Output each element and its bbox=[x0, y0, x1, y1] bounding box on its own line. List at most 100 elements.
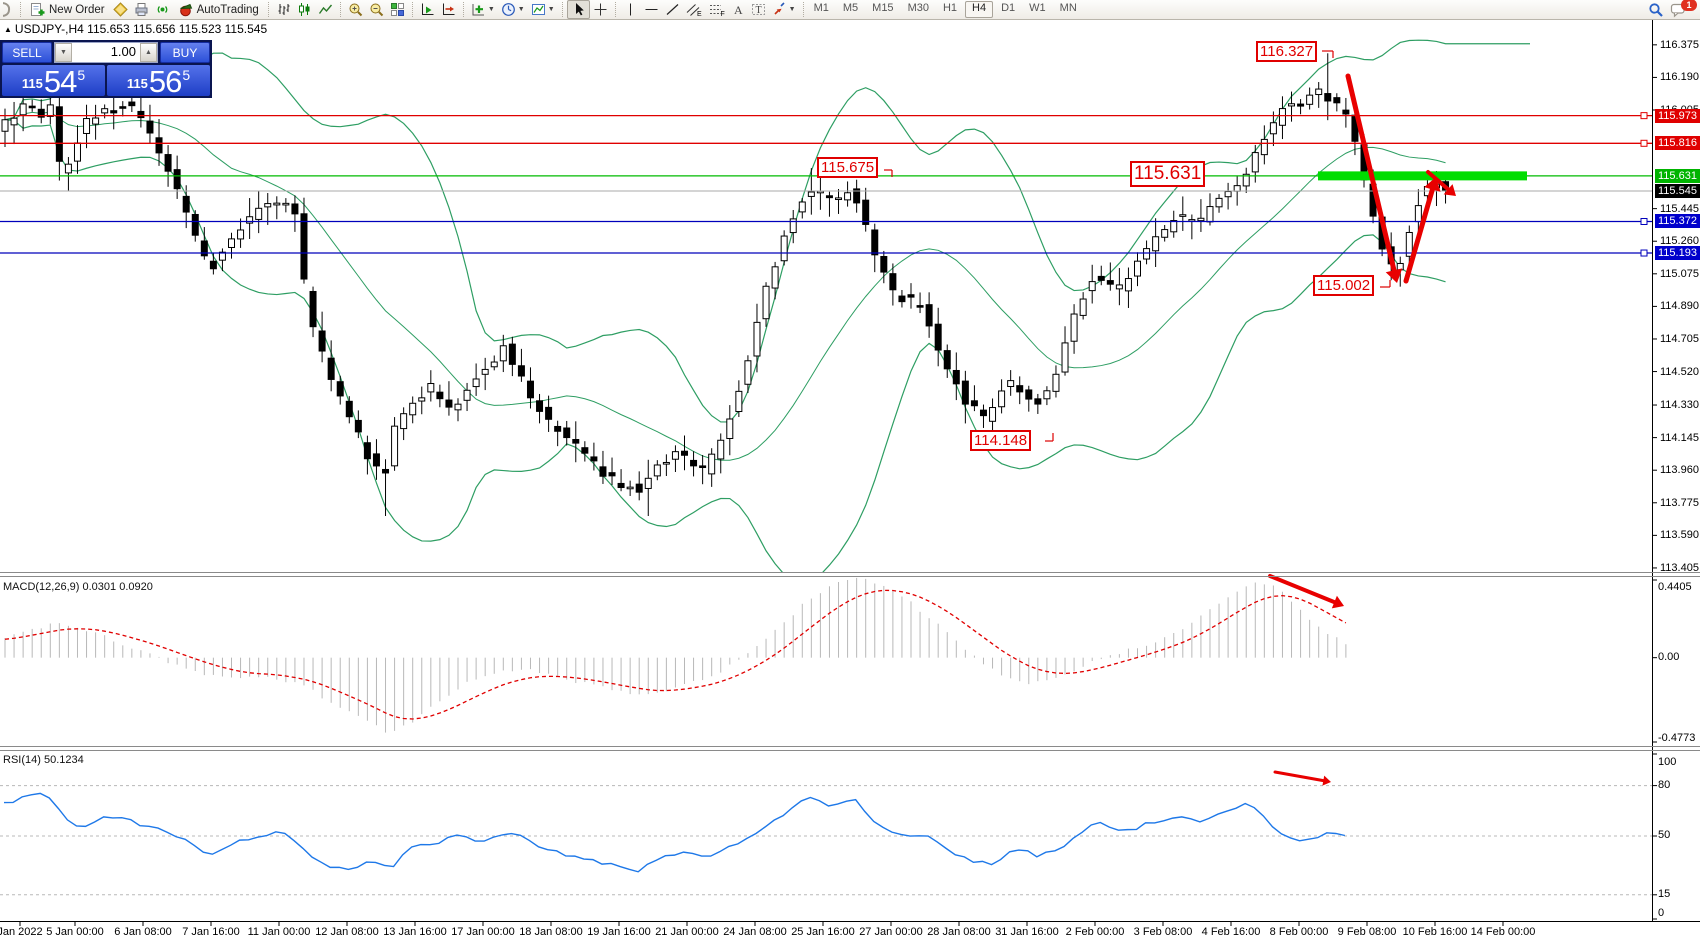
price-badge-115.631: 115.631 bbox=[1655, 168, 1700, 183]
signal-icon[interactable] bbox=[152, 1, 173, 18]
zoom-in-icon[interactable] bbox=[345, 1, 366, 18]
price-axis-tick: 115.445 bbox=[1660, 202, 1699, 215]
sell-price-button[interactable]: 115 54 5 bbox=[2, 65, 105, 97]
time-axis-label: 11 Jan 00:00 bbox=[247, 926, 311, 938]
price-axis-tick: 113.960 bbox=[1660, 464, 1699, 477]
time-axis-label: 14 Feb 00:00 bbox=[1470, 926, 1536, 938]
price-axis-tick: 115.075 bbox=[1660, 267, 1699, 280]
price-callout-116.327[interactable]: 116.327 bbox=[1256, 41, 1318, 63]
volume-decrease-button[interactable]: ▼ bbox=[55, 43, 72, 62]
equidistant-channel-tool[interactable]: E bbox=[683, 1, 706, 18]
timeframe-m15[interactable]: M15 bbox=[872, 2, 894, 14]
buy-price-button[interactable]: 115 56 5 bbox=[107, 65, 210, 97]
timeframe-h4[interactable]: H4 bbox=[965, 1, 994, 18]
toolbar-separator bbox=[614, 2, 616, 17]
new-order-button[interactable]: New Order bbox=[25, 1, 110, 18]
templates-menu-button[interactable]: ▼ bbox=[528, 1, 558, 18]
volume-input[interactable]: 1.00 bbox=[110, 44, 136, 59]
trendline-tool[interactable] bbox=[662, 1, 683, 18]
crosshair-tool[interactable] bbox=[590, 1, 611, 18]
timeframe-m5[interactable]: M5 bbox=[842, 2, 859, 14]
periods-menu-button[interactable]: ▼ bbox=[498, 1, 528, 18]
timeframe-d1[interactable]: D1 bbox=[1001, 2, 1016, 14]
cursor-tool[interactable] bbox=[566, 0, 590, 19]
rsi-indicator-label: RSI(14) 50.1234 bbox=[3, 754, 84, 766]
svg-text:F: F bbox=[720, 11, 724, 17]
autotrading-button[interactable]: AutoTrading bbox=[173, 1, 264, 18]
time-axis-label: 18 Jan 08:00 bbox=[519, 926, 583, 938]
rsi-axis-label: 50 bbox=[1658, 829, 1671, 841]
horizontal-line-tool[interactable] bbox=[641, 1, 662, 18]
time-axis-label: 8 Feb 00:00 bbox=[1269, 926, 1329, 938]
fibonacci-tool[interactable]: F bbox=[706, 1, 729, 18]
time-axis-label: 28 Jan 08:00 bbox=[927, 926, 991, 938]
vertical-line-tool[interactable] bbox=[620, 1, 641, 18]
bollinger-upper-band bbox=[4, 39, 1530, 423]
drawn-annotations-layer[interactable] bbox=[884, 50, 1456, 786]
horizontal-lines-layer[interactable] bbox=[0, 112, 1652, 257]
trend-arrow bbox=[1273, 770, 1325, 783]
chevron-down-icon: ▼ bbox=[517, 6, 525, 13]
price-badge-115.545: 115.545 bbox=[1655, 184, 1700, 199]
text-label-tool[interactable]: T bbox=[748, 1, 769, 18]
price-axis-tick: 114.705 bbox=[1660, 332, 1699, 345]
one-click-trading-panel: SELL ▼ 1.00 ▲ BUY 115 54 5 115 56 5 bbox=[0, 40, 212, 98]
toolbar-separator bbox=[462, 2, 464, 17]
svg-text:E: E bbox=[697, 11, 702, 17]
price-axis-tick: 114.890 bbox=[1660, 300, 1699, 313]
zoom-out-icon[interactable] bbox=[366, 1, 387, 18]
toolbar-separator bbox=[561, 2, 563, 17]
volume-increase-button[interactable]: ▲ bbox=[140, 43, 157, 62]
timeframe-w1[interactable]: W1 bbox=[1029, 2, 1046, 14]
svg-text:T: T bbox=[755, 5, 761, 16]
sell-button[interactable]: SELL bbox=[2, 42, 52, 63]
search-icon[interactable] bbox=[1645, 1, 1667, 18]
support-highlight-bar[interactable] bbox=[1318, 171, 1527, 181]
buy-button[interactable]: BUY bbox=[160, 42, 210, 63]
hline-handle bbox=[1640, 139, 1648, 147]
notification-badge: 1 bbox=[1681, 0, 1697, 11]
time-axis-label: 4 Feb 16:00 bbox=[1201, 926, 1261, 938]
line-chart-icon[interactable] bbox=[315, 1, 336, 18]
chart-shift-icon[interactable] bbox=[438, 1, 459, 18]
time-axis-label: 17 Jan 00:00 bbox=[451, 926, 515, 938]
trend-arrow-head bbox=[1385, 268, 1403, 283]
time-axis-label: 31 Jan 16:00 bbox=[995, 926, 1059, 938]
rsi-axis-label: 0 bbox=[1658, 907, 1665, 919]
bar-chart-icon[interactable] bbox=[273, 1, 294, 18]
price-callout-115.675[interactable]: 115.675 bbox=[817, 157, 879, 179]
indicators-menu-button[interactable]: ▼ bbox=[468, 1, 498, 18]
timeframe-m1[interactable]: M1 bbox=[813, 2, 829, 14]
price-callout-115.631[interactable]: 115.631 bbox=[1130, 161, 1206, 187]
price-callout-115.002[interactable]: 115.002 bbox=[1313, 275, 1375, 297]
time-axis-label: 10 Feb 16:00 bbox=[1402, 926, 1468, 938]
tile-windows-icon[interactable] bbox=[387, 1, 408, 18]
arrows-tool[interactable]: ▼ bbox=[769, 1, 799, 18]
volume-spinner: ▼ 1.00 ▲ bbox=[54, 42, 158, 63]
price-axis-tick: 115.260 bbox=[1660, 235, 1699, 248]
price-axis-tick: 114.330 bbox=[1660, 399, 1699, 412]
timeframe-h1[interactable]: H1 bbox=[942, 2, 958, 14]
new-order-icon bbox=[31, 3, 45, 16]
svg-text:A: A bbox=[734, 3, 743, 17]
auto-scroll-icon[interactable] bbox=[417, 1, 438, 18]
price-callout-114.148[interactable]: 114.148 bbox=[970, 430, 1032, 452]
timeframe-m30[interactable]: M30 bbox=[907, 2, 929, 14]
text-tool[interactable]: A bbox=[729, 1, 748, 18]
chevron-down-icon: ▼ bbox=[547, 6, 555, 13]
styles-icon[interactable] bbox=[110, 1, 131, 18]
chat-icon[interactable]: 1 bbox=[1667, 0, 1697, 18]
timeframe-mn[interactable]: MN bbox=[1059, 2, 1077, 14]
time-axis-label: 3 Feb 08:00 bbox=[1133, 926, 1193, 938]
profiles-icon[interactable] bbox=[131, 1, 152, 18]
time-axis-label: 27 Jan 00:00 bbox=[859, 926, 923, 938]
chart-window[interactable]: ▲ USDJPY-,H4 115.653 115.656 115.523 115.… bbox=[0, 19, 1700, 942]
candles-layer bbox=[1, 53, 1450, 516]
macd-layer bbox=[4, 577, 1347, 733]
chevron-down-icon: ▼ bbox=[788, 6, 796, 13]
candlestick-chart-icon[interactable] bbox=[294, 1, 315, 18]
trend-arrow-head bbox=[1322, 775, 1331, 786]
partial-icon bbox=[0, 1, 16, 18]
